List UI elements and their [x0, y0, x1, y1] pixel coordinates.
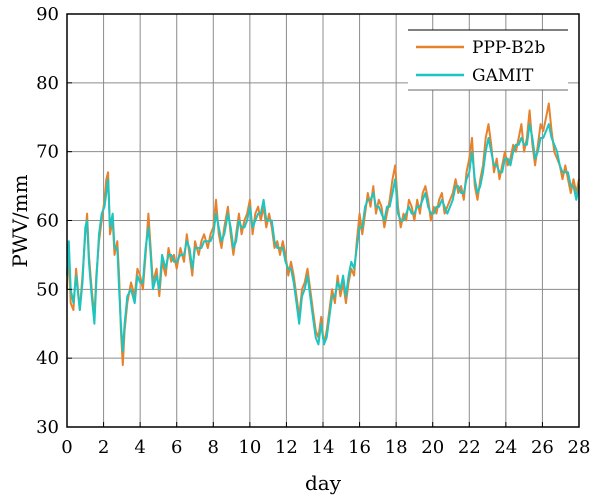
legend: PPP-B2b GAMIT: [408, 29, 568, 91]
x-tick-label: 14: [312, 437, 335, 458]
x-axis-ticks: 0 2 4 6 8 10 12 14 16 18 20 22 24 26 28: [61, 422, 590, 458]
y-tick-label: 70: [36, 142, 59, 163]
y-tick-label: 50: [36, 279, 59, 300]
x-tick-label: 24: [494, 437, 517, 458]
legend-label: PPP-B2b: [472, 38, 545, 58]
y-tick-label: 60: [36, 211, 59, 232]
series-group: [66, 102, 580, 367]
x-tick-label: 10: [238, 437, 261, 458]
x-tick-label: 12: [275, 437, 298, 458]
legend-box: [408, 30, 568, 90]
x-tick-label: 4: [134, 437, 145, 458]
x-tick-label: 26: [531, 437, 554, 458]
y-tick-label: 80: [36, 73, 59, 94]
legend-label: GAMIT: [472, 66, 534, 86]
y-axis-title: PWV/mm: [8, 174, 32, 267]
x-tick-label: 8: [208, 437, 219, 458]
x-tick-label: 2: [98, 437, 109, 458]
x-tick-label: 28: [568, 437, 591, 458]
y-tick-label: 30: [36, 417, 59, 438]
y-axis-ticks: 30 40 50 60 70 80 90: [36, 4, 72, 438]
grid-lines: [67, 14, 579, 427]
y-tick-label: 40: [36, 348, 59, 369]
x-axis-title: day: [305, 471, 342, 495]
series-line-gamit: [66, 123, 580, 353]
x-tick-label: 20: [421, 437, 444, 458]
x-tick-label: 16: [348, 437, 371, 458]
x-tick-label: 6: [171, 437, 182, 458]
y-tick-label: 90: [36, 4, 59, 25]
x-tick-label: 0: [61, 437, 72, 458]
x-tick-label: 22: [458, 437, 481, 458]
x-tick-label: 18: [385, 437, 408, 458]
